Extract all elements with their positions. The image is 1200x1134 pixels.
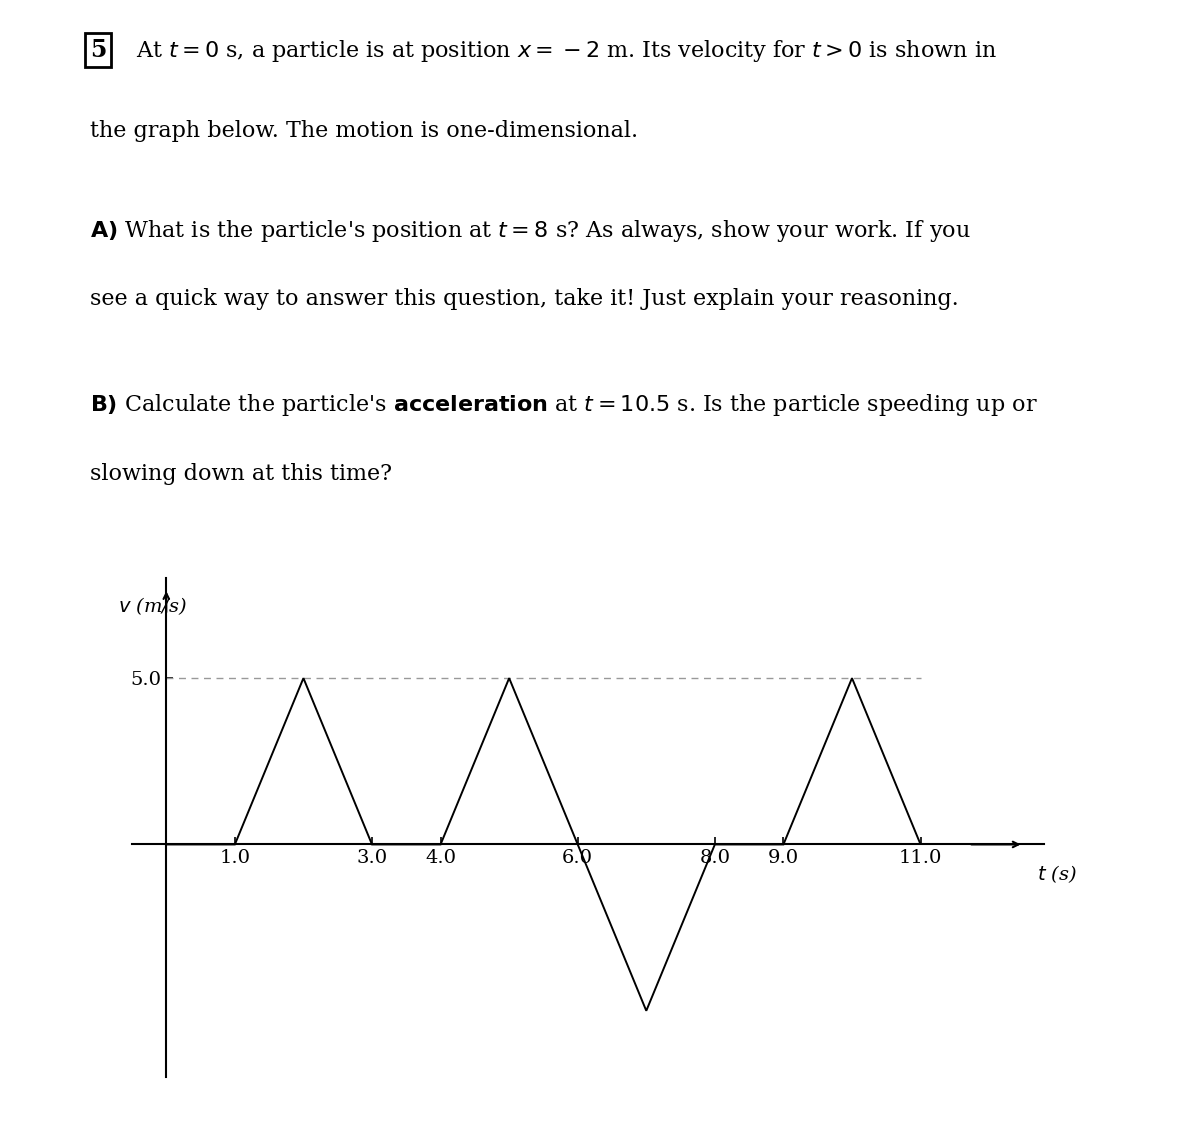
Text: the graph below. The motion is one-dimensional.: the graph below. The motion is one-dimen… (90, 120, 638, 142)
Text: $\mathbf{A)}$ What is the particle's position at $t = 8$ s? As always, show your: $\mathbf{A)}$ What is the particle's pos… (90, 218, 971, 244)
Text: $t$ (s): $t$ (s) (1037, 863, 1078, 885)
Text: slowing down at this time?: slowing down at this time? (90, 463, 392, 484)
Text: 5: 5 (90, 39, 107, 62)
Text: $v$ (m/s): $v$ (m/s) (119, 595, 187, 617)
Text: see a quick way to answer this question, take it! Just explain your reasoning.: see a quick way to answer this question,… (90, 288, 959, 311)
Text: $\mathbf{B)}$ Calculate the particle's $\mathbf{acceleration}$ at $t = 10.5$ s. : $\mathbf{B)}$ Calculate the particle's $… (90, 392, 1038, 418)
Text: At $t = 0$ s, a particle is at position $x = -2$ m. Its velocity for $t > 0$ is : At $t = 0$ s, a particle is at position … (136, 39, 996, 65)
